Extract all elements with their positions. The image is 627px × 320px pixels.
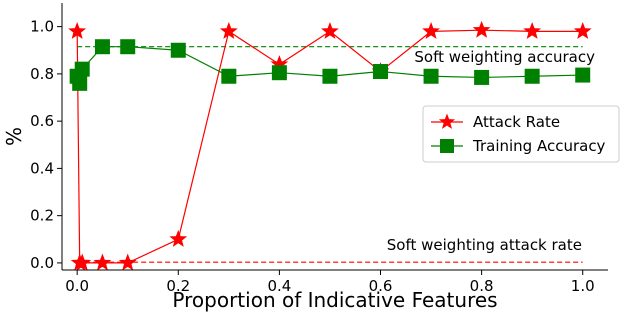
y-axis-title: % — [2, 127, 26, 146]
legend: Attack Rate Training Accuracy — [422, 105, 620, 163]
data-point — [271, 65, 287, 81]
series-training-accuracy — [69, 39, 591, 91]
data-point — [93, 253, 112, 271]
data-point — [523, 22, 542, 39]
data-point — [524, 68, 540, 84]
x-tick-label: 0.4 — [267, 277, 291, 295]
data-point — [321, 22, 339, 39]
annotation-soft-weighting-accuracy: Soft weighting accuracy — [414, 48, 595, 66]
data-point — [169, 229, 188, 247]
data-point — [72, 75, 88, 91]
legend-label: Training Accuracy — [472, 137, 606, 155]
y-tick-label: 1.0 — [30, 18, 54, 36]
data-point — [322, 68, 338, 84]
y-tick-label: 0.6 — [30, 112, 54, 130]
annotations-layer: Soft weighting accuracy Soft weighting at… — [387, 48, 595, 254]
data-point — [423, 68, 439, 84]
x-tick-label: 1.0 — [571, 277, 595, 295]
y-tick-label: 0.2 — [30, 207, 54, 225]
data-point — [573, 22, 592, 39]
data-point — [575, 67, 591, 83]
ticks-layer: 0.0 0.2 0.4 0.6 0.8 1.0 0.0 0.2 0.4 0.6 0.8 1.0 — [30, 18, 595, 295]
annotation-soft-weighting-attack-rate: Soft weighting attack rate — [387, 236, 582, 254]
data-point — [94, 39, 110, 55]
series-layer — [68, 20, 592, 271]
data-point — [472, 20, 491, 38]
x-axis-title: Proportion of Indicative Features — [172, 288, 497, 312]
legend-marker — [440, 139, 454, 153]
data-point — [74, 61, 90, 77]
x-tick-label: 0.0 — [65, 277, 89, 295]
legend-label: Attack Rate — [473, 113, 560, 131]
data-point — [219, 22, 238, 39]
data-point — [170, 42, 186, 58]
data-point — [73, 253, 92, 271]
data-point — [120, 39, 136, 55]
data-point — [118, 253, 137, 271]
reference-lines-layer — [77, 46, 583, 263]
legend-marker — [438, 113, 456, 129]
x-tick-label: 0.2 — [166, 277, 190, 295]
legend-item-attack-rate: Attack Rate — [431, 113, 560, 131]
data-point — [373, 64, 388, 80]
y-tick-label: 0.0 — [30, 254, 54, 272]
data-point — [422, 22, 440, 39]
data-point — [474, 69, 490, 85]
legend-item-training-accuracy: Training Accuracy — [431, 137, 606, 155]
x-tick-label: 0.6 — [369, 277, 393, 295]
y-tick-label: 0.8 — [30, 65, 54, 83]
y-tick-label: 0.4 — [30, 159, 54, 177]
data-point — [68, 22, 87, 39]
axes-layer — [61, 3, 608, 271]
data-point — [221, 68, 237, 84]
x-tick-label: 0.8 — [470, 277, 494, 295]
legend-box — [422, 105, 620, 163]
